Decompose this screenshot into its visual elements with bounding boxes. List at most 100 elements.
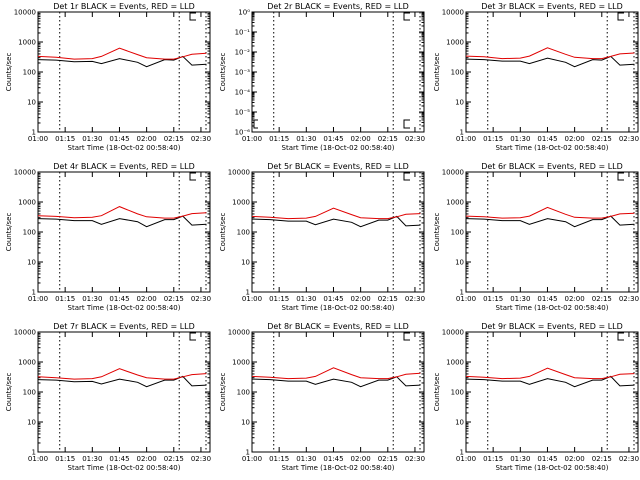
y-tick-label: 10000 xyxy=(442,169,464,177)
x-tick-label: 01:45 xyxy=(323,295,343,303)
bracket-marker xyxy=(617,12,624,21)
x-tick-label: 02:30 xyxy=(405,455,425,463)
bracket-marker xyxy=(253,119,258,129)
x-axis-label: Start Time (18-Oct-02 00:58:40) xyxy=(496,304,609,312)
x-tick-label: 01:45 xyxy=(537,295,557,303)
x-axis-label: Start Time (18-Oct-02 00:58:40) xyxy=(496,144,609,152)
y-axis-label: Counts/sec xyxy=(219,373,227,412)
x-tick-label: 01:30 xyxy=(510,295,530,303)
x-tick-label: 02:15 xyxy=(378,455,398,463)
plot-frame xyxy=(37,171,211,293)
y-tick-label: 1 xyxy=(460,129,464,137)
x-axis-label: Start Time (18-Oct-02 00:58:40) xyxy=(282,304,395,312)
x-tick-label: 01:30 xyxy=(296,295,316,303)
x-tick-label: 01:15 xyxy=(55,135,75,143)
detector-panel-5: Det 5r BLACK = Events, RED = LLD 1 10 100 10… xyxy=(219,162,425,312)
x-tick-label: 02:15 xyxy=(592,295,612,303)
y-tick-label: 100 xyxy=(451,69,464,77)
y-tick-label: 1000 xyxy=(18,359,36,367)
x-tick-label: 01:30 xyxy=(510,455,530,463)
x-tick-label: 02:30 xyxy=(191,295,211,303)
panel-title: Det 2r BLACK = Events, RED = LLD xyxy=(267,2,409,11)
y-axis-label: Counts/sec xyxy=(219,213,227,252)
y-tick-label: 10 xyxy=(455,419,464,427)
y-tick-label: 10000 xyxy=(14,329,36,337)
plot-frame xyxy=(251,171,425,293)
x-tick-label: 01:15 xyxy=(55,455,75,463)
x-tick-label: 01:45 xyxy=(537,135,557,143)
y-tick-label: 10000 xyxy=(14,9,36,17)
x-axis-label: Start Time (18-Oct-02 00:58:40) xyxy=(496,464,609,472)
bracket-marker xyxy=(617,332,624,341)
y-axis-label: Counts/sec xyxy=(5,53,13,92)
x-tick-label: 01:00 xyxy=(28,135,48,143)
x-tick-label: 01:00 xyxy=(28,455,48,463)
y-tick-label: 100 xyxy=(23,229,36,237)
x-tick-label: 01:45 xyxy=(323,455,343,463)
x-tick-label: 02:30 xyxy=(191,455,211,463)
detector-panel-3: Det 3r BLACK = Events, RED = LLD 1 10 100 10… xyxy=(433,2,639,152)
panel-title: Det 5r BLACK = Events, RED = LLD xyxy=(267,162,409,171)
x-tick-label: 02:00 xyxy=(351,135,371,143)
bracket-marker xyxy=(403,119,410,129)
bracket-marker xyxy=(617,172,624,181)
x-axis-label: Start Time (18-Oct-02 00:58:40) xyxy=(282,144,395,152)
x-axis-label: Start Time (18-Oct-02 00:58:40) xyxy=(68,304,181,312)
x-tick-label: 01:00 xyxy=(456,295,476,303)
series-line-lld xyxy=(251,367,421,380)
y-tick-label: 10 xyxy=(27,259,36,267)
y-tick-label: 1000 xyxy=(232,199,250,207)
x-tick-label: 02:00 xyxy=(565,455,585,463)
y-tick-label: 1 xyxy=(32,129,36,137)
x-tick-label: 01:45 xyxy=(109,135,129,143)
bracket-marker xyxy=(189,12,196,21)
detector-panel-8: Det 8r BLACK = Events, RED = LLD 1 10 100 10… xyxy=(219,322,425,472)
x-tick-label: 01:15 xyxy=(483,295,503,303)
x-tick-label: 02:15 xyxy=(378,295,398,303)
y-tick-label: 10 xyxy=(27,419,36,427)
detector-panel-6: Det 6r BLACK = Events, RED = LLD 1 10 100 10… xyxy=(433,162,639,312)
y-axis-label: Counts/sec xyxy=(433,53,441,92)
x-tick-label: 01:00 xyxy=(242,295,262,303)
x-tick-label: 02:30 xyxy=(619,135,639,143)
x-axis-label: Start Time (18-Oct-02 00:58:40) xyxy=(282,464,395,472)
x-tick-label: 01:15 xyxy=(269,295,289,303)
y-tick-label: 1 xyxy=(246,449,250,457)
x-tick-label: 02:00 xyxy=(351,295,371,303)
x-tick-label: 01:45 xyxy=(109,455,129,463)
x-tick-label: 01:00 xyxy=(456,135,476,143)
y-tick-label: 1 xyxy=(460,449,464,457)
y-tick-label: 10 xyxy=(27,99,36,107)
x-tick-label: 02:00 xyxy=(137,135,157,143)
panel-title: Det 6r BLACK = Events, RED = LLD xyxy=(481,162,623,171)
bracket-marker xyxy=(403,172,410,181)
x-tick-label: 02:30 xyxy=(619,455,639,463)
series-line-lld xyxy=(37,368,207,380)
detector-panel-9: Det 9r BLACK = Events, RED = LLD 1 10 100 10… xyxy=(433,322,639,472)
x-tick-label: 01:30 xyxy=(510,135,530,143)
y-tick-label: 10⁻¹ xyxy=(235,29,251,37)
y-tick-label: 100 xyxy=(23,69,36,77)
plot-frame xyxy=(465,331,639,453)
y-tick-label: 1 xyxy=(32,449,36,457)
series-line-lld xyxy=(37,47,207,60)
y-tick-label: 1000 xyxy=(18,39,36,47)
y-axis-label: Counts/sec xyxy=(433,213,441,252)
y-tick-label: 10⁻³ xyxy=(235,69,251,77)
y-tick-label: 100 xyxy=(237,229,250,237)
x-tick-label: 01:15 xyxy=(483,455,503,463)
y-tick-label: 10000 xyxy=(228,169,250,177)
bracket-marker xyxy=(189,172,196,181)
x-tick-label: 01:15 xyxy=(269,455,289,463)
x-tick-label: 02:15 xyxy=(592,455,612,463)
y-tick-label: 1000 xyxy=(446,359,464,367)
series-line-lld xyxy=(465,206,635,219)
x-tick-label: 02:00 xyxy=(137,455,157,463)
y-tick-label: 10⁻² xyxy=(235,49,251,57)
plot-frame xyxy=(37,11,211,133)
x-tick-label: 02:00 xyxy=(351,455,371,463)
y-tick-label: 10 xyxy=(241,259,250,267)
y-axis-label: Counts/sec xyxy=(433,373,441,412)
bracket-marker xyxy=(189,332,196,341)
